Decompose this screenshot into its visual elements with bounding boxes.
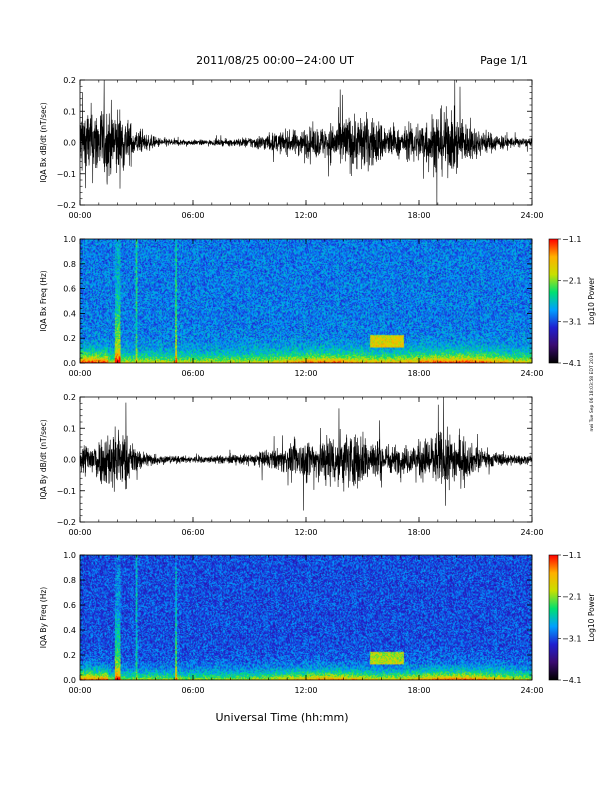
colorbar-tick-label: −1.1	[562, 551, 581, 560]
colorbar-tick-label: −1.1	[562, 235, 581, 244]
colorbar-tick-label: −4.1	[562, 676, 581, 685]
y-tick-label: 0.0	[63, 456, 76, 465]
y-tick-label: 0.2	[63, 76, 76, 85]
x-tick-label: 18:00	[407, 211, 430, 220]
colorbar-tick-label: −4.1	[562, 359, 581, 368]
x-tick-label: 12:00	[294, 211, 317, 220]
x-tick-label: 00:00	[68, 211, 91, 220]
y-tick-label: 0.4	[63, 309, 76, 318]
colorbar-tick-label: −3.1	[562, 318, 581, 327]
y-tick-label: 0.0	[63, 359, 76, 368]
report-title: 2011/08/25 00:00−24:00 UT	[196, 54, 354, 67]
colorbar-tick-label: −2.1	[562, 276, 581, 285]
x-tick-label: 24:00	[520, 528, 543, 537]
y-tick-label: 0.2	[63, 393, 76, 402]
x-tick-label: 00:00	[68, 528, 91, 537]
y-tick-label: 0.6	[63, 285, 76, 294]
colorbar-label: Log10 Power	[587, 593, 596, 642]
y-tick-label: 1.0	[63, 235, 76, 244]
y-tick-label: 0.2	[63, 334, 76, 343]
by_trace-series-line	[79, 396, 533, 511]
x-tick-label: 06:00	[181, 686, 204, 695]
y-tick-label: 0.8	[63, 576, 76, 585]
x-tick-label: 18:00	[407, 686, 430, 695]
x-tick-label: 12:00	[294, 528, 317, 537]
x-tick-label: 24:00	[520, 686, 543, 695]
y-axis-label: IQA Bx Freq (Hz)	[39, 270, 48, 332]
x-tick-label: 00:00	[68, 686, 91, 695]
y-tick-label: −0.2	[57, 201, 76, 210]
by_spectrogram-panel: 00:00 06:00 12:00 18:00 24:00 1.0 0.8 0.6 0.4 0.2…	[39, 551, 596, 695]
colorbar-tick-label: −2.1	[562, 593, 581, 602]
colorbar-label: Log10 Power	[587, 276, 596, 325]
y-axis-label: IQA By dB/dt (nT/sec)	[39, 419, 48, 500]
y-tick-label: 0.8	[63, 260, 76, 269]
y-tick-label: 0.0	[63, 139, 76, 148]
y-tick-label: 0.6	[63, 601, 76, 610]
bx_trace-series-line	[79, 79, 533, 206]
x-tick-label: 06:00	[181, 369, 204, 378]
x-tick-label: 18:00	[407, 369, 430, 378]
y-tick-label: −0.1	[57, 487, 76, 496]
x-tick-label: 18:00	[407, 528, 430, 537]
y-tick-label: 1.0	[63, 551, 76, 560]
x-tick-label: 24:00	[520, 369, 543, 378]
y-tick-label: −0.2	[57, 518, 76, 527]
x-axis-label: Universal Time (hh:mm)	[216, 711, 349, 724]
x-tick-label: 12:00	[294, 369, 317, 378]
bx_spectrogram-heatmap-cells	[80, 239, 532, 363]
x-tick-label: 12:00	[294, 686, 317, 695]
bx_spectrogram-panel: 00:00 06:00 12:00 18:00 24:00 1.0 0.8 0.6 0.4 0.2…	[39, 235, 596, 378]
by_trace-panel: 00:00 06:00 12:00 18:00 24:00 0.2 0.1 0.0 −0.1 −0…	[39, 393, 544, 537]
x-tick-label: 00:00	[68, 369, 91, 378]
y-tick-label: 0.4	[63, 626, 76, 635]
x-tick-label: 06:00	[181, 211, 204, 220]
bx_spectrogram-colorbar	[548, 238, 559, 364]
y-tick-label: 0.0	[63, 676, 76, 685]
y-tick-label: 0.1	[63, 424, 76, 433]
y-tick-label: 0.1	[63, 107, 76, 116]
bx_trace-panel: 00:00 06:00 12:00 18:00 24:00 0.2 0.1 0.0 −0.1 −0…	[39, 76, 544, 220]
x-tick-label: 24:00	[520, 211, 543, 220]
y-axis-label: IQA By Freq (Hz)	[39, 587, 48, 649]
colorbar-tick-label: −3.1	[562, 634, 581, 643]
page-label: Page 1/1	[480, 54, 528, 67]
y-tick-label: −0.1	[57, 170, 76, 179]
y-axis-label: IQA Bx dB/dt (nT/sec)	[39, 102, 48, 183]
run-timestamp: nwi Tue Sep 06 18:03:58 EDT 2019	[589, 352, 595, 431]
by_spectrogram-colorbar	[548, 554, 559, 681]
x-tick-label: 06:00	[181, 528, 204, 537]
by_spectrogram-heatmap-cells	[80, 555, 532, 680]
y-tick-label: 0.2	[63, 651, 76, 660]
